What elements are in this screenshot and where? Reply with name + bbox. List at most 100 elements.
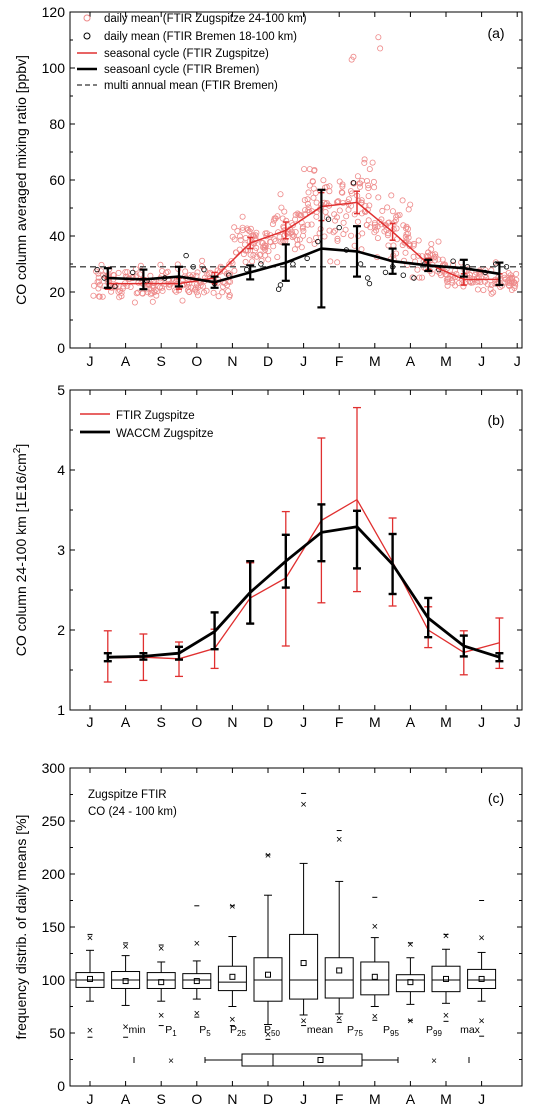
zugspitze-daily-point (375, 194, 382, 201)
zugspitze-daily-point (365, 193, 372, 200)
zugspitze-daily-point (262, 230, 269, 237)
c-x-tick-label: J (87, 1091, 94, 1107)
zugspitze-daily-point (405, 206, 412, 213)
zugspitze-daily-point (115, 269, 122, 276)
legend-entry: seasonal cycle (FTIR Zugspitze) (104, 48, 269, 60)
zugspitze-daily-point (236, 233, 243, 240)
zugspitze-daily-point (149, 298, 156, 305)
boxplot-legend-label-main: P (383, 1024, 390, 1036)
zugspitze-daily-point (299, 225, 306, 232)
a-y-tick-label: 0 (57, 340, 65, 356)
zugspitze-daily-point (304, 200, 311, 207)
zugspitze-daily-point (229, 233, 236, 240)
zugspitze-daily-point (415, 237, 422, 244)
zugspitze-daily-point (269, 221, 276, 228)
zugspitze-daily-point (513, 270, 520, 277)
boxplot-legend-label-main: P (264, 1024, 271, 1036)
box-p1-marker: × (229, 1014, 235, 1026)
zugspitze-daily-point (393, 225, 400, 232)
zugspitze-daily-point (321, 233, 328, 240)
box-mean (300, 960, 307, 967)
zugspitze-daily-point (399, 242, 406, 249)
zugspitze-daily-point (410, 240, 417, 247)
boxplot-legend-label: P1 (165, 1024, 177, 1038)
zugspitze-daily-point (334, 235, 341, 242)
b-x-tick-label: O (191, 714, 202, 730)
a-y-tick-label: 100 (42, 60, 66, 76)
zugspitze-daily-point (281, 231, 288, 238)
zugspitze-daily-point (306, 237, 313, 244)
zugspitze-daily-point (91, 282, 98, 289)
zugspitze-daily-point (179, 297, 186, 304)
zugspitze-daily-point (159, 287, 166, 294)
panel-c-title-line-1: Zugspitze FTIR (88, 789, 167, 801)
bremen-daily-point (350, 180, 357, 186)
bremen-daily-point (366, 280, 373, 287)
zugspitze-daily-point (374, 235, 381, 242)
zugspitze-daily-point (182, 268, 189, 275)
box-p99-marker: × (158, 943, 164, 955)
zugspitze-daily-point (402, 233, 409, 240)
zugspitze-daily-point (403, 231, 410, 238)
zugspitze-daily-point (135, 279, 142, 286)
boxplot-legend-p1-marker: × (168, 1056, 174, 1067)
zugspitze-daily-point (242, 258, 249, 265)
zugspitze-daily-point (354, 218, 361, 225)
zugspitze-daily-point (215, 293, 222, 300)
zugspitze-daily-point (292, 211, 299, 218)
zugspitze-daily-point (474, 286, 481, 293)
zugspitze-daily-point (160, 281, 167, 288)
bremen-daily-point (304, 255, 310, 262)
c-x-tick-label: A (121, 1091, 131, 1107)
zugspitze-daily-point (339, 189, 346, 196)
zugspitze-daily-point (296, 236, 303, 243)
zugspitze-daily-point (372, 224, 379, 231)
zugspitze-daily-point (301, 166, 308, 173)
zugspitze-daily-point (363, 177, 370, 184)
zugspitze-daily-point (131, 299, 138, 306)
box-p99-marker: × (407, 939, 413, 951)
box-mean (443, 975, 449, 982)
legend-entry: seasoanl cycle (FTIR Bremen) (104, 64, 259, 76)
zugspitze-daily-point (304, 221, 311, 228)
zugspitze-daily-point (194, 269, 201, 276)
box-p99-marker: × (478, 933, 484, 945)
zugspitze-daily-point (332, 217, 339, 224)
zugspitze-daily-point (159, 284, 166, 291)
bremen-daily-point (94, 266, 100, 273)
zugspitze-daily-point (294, 236, 301, 243)
b-x-tick-label: F (335, 714, 344, 730)
zugspitze-daily-point (298, 244, 305, 251)
panel-a: J A S O N D J F M A M J J 0 20 40 60 80 100 120 daily mean … (13, 4, 523, 369)
b-x-tick-label: A (406, 714, 416, 730)
a-x-tick-label: S (157, 353, 166, 369)
zugspitze-daily-point (226, 292, 233, 299)
zugspitze-daily-point (185, 288, 192, 295)
zugspitze-daily-point (393, 213, 400, 220)
zugspitze-daily-point (336, 178, 343, 185)
c-y-tick-label: 300 (42, 760, 66, 776)
zugspitze-daily-point (418, 274, 425, 281)
zugspitze-daily-point (339, 181, 346, 188)
zugspitze-daily-point (431, 257, 438, 264)
panel-b-label: (b) (487, 412, 504, 428)
zugspitze-daily-point (403, 223, 410, 230)
zugspitze-daily-point (311, 240, 318, 247)
c-y-tick-label: 50 (49, 1025, 65, 1041)
b-x-tick-label: M (440, 714, 452, 730)
legend-marker-bremen-daily (83, 32, 91, 40)
zugspitze-daily-point (320, 177, 327, 184)
zugspitze-daily-point (289, 222, 296, 229)
zugspitze-daily-point (219, 283, 226, 290)
zugspitze-daily-point (302, 207, 309, 214)
zugspitze-daily-point (292, 216, 299, 223)
b-x-tick-label: J (514, 714, 521, 730)
legend-entry: FTIR Zugspitze (116, 410, 195, 422)
zugspitze-daily-point (375, 34, 382, 41)
zugspitze-daily-point (326, 227, 333, 234)
box-iqr (360, 961, 390, 996)
zugspitze-daily-point (390, 242, 397, 249)
c-y-tick-label: 250 (42, 813, 66, 829)
zugspitze-daily-point (379, 207, 386, 214)
